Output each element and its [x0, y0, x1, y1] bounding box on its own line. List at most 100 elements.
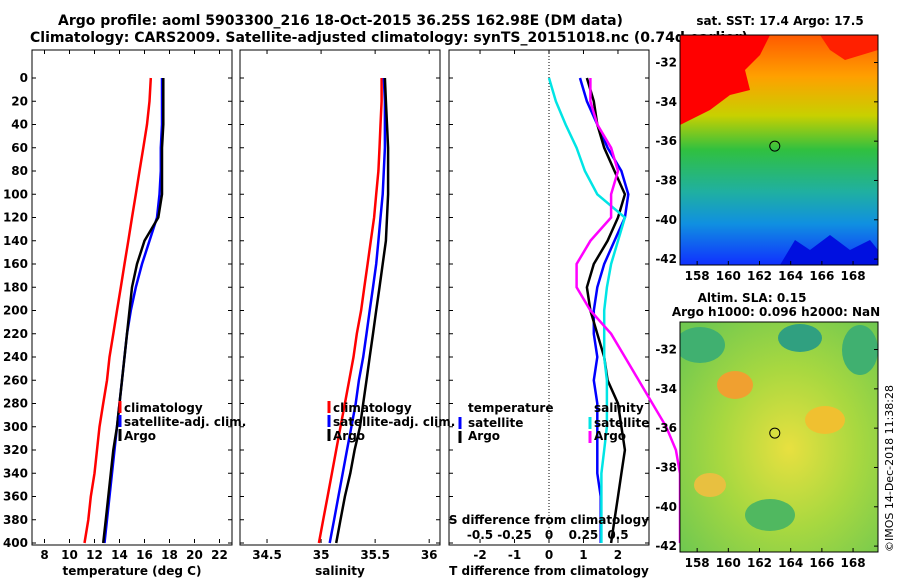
x-tick-label: 22 [211, 548, 228, 562]
depth-tick-label: 180 [3, 280, 28, 294]
x-tick-label: 18 [161, 548, 178, 562]
legend-s-argo-label: Argo [594, 429, 626, 443]
depth-tick-label: 300 [3, 420, 28, 434]
difference-axis-label: T difference from climatology [449, 564, 649, 578]
sla-high-patch [805, 406, 845, 434]
series-line-satellite-adj-clim- [103, 78, 164, 544]
lon-tick-label: 168 [841, 556, 866, 570]
sst-cold-patch [780, 235, 878, 265]
sst-map [680, 35, 878, 265]
figure-title-line2: Climatology: CARS2009. Satellite-adjuste… [30, 30, 748, 46]
x-tick-label: 36 [421, 548, 438, 562]
s-tick-label: -0.25 [497, 528, 532, 542]
depth-tick-label: 320 [3, 443, 28, 457]
lon-tick-label: 164 [778, 556, 803, 570]
x-tick-label: -1 [508, 548, 521, 562]
lat-tick-label: -42 [655, 252, 677, 266]
x-tick-label: 0 [545, 548, 553, 562]
depth-tick-label: 280 [3, 397, 28, 411]
lat-tick-label: -38 [655, 460, 677, 474]
x-tick-label: 35.5 [360, 548, 390, 562]
lon-tick-label: 158 [685, 269, 710, 283]
salinity-chart: 34.5 35 35.5 36 [252, 50, 438, 562]
imos-timestamp: ©IMOS 14-Dec-2018 11:38:28 [883, 385, 896, 552]
sla-low-patch [778, 324, 822, 352]
legend-temperature-heading: temperature [468, 401, 553, 415]
sla-map-axes: 158 160 162 164 166 168 -32 -34 -36 -38 -40 -42 [655, 343, 878, 570]
series-line-argo [101, 78, 165, 544]
lat-tick-label: -36 [655, 134, 677, 148]
lon-tick-label: 166 [809, 269, 834, 283]
temperature-chart: 8 10 12 14 16 18 20 22 [40, 50, 228, 562]
depth-tick-label: 100 [3, 187, 28, 201]
legend-climatology-label: climatology [333, 401, 412, 415]
s-difference-axis-label: S difference from climatology [449, 513, 649, 527]
sla-high-patch [717, 371, 753, 399]
x-tick-label: 8 [40, 548, 48, 562]
lon-tick-label: 158 [685, 556, 710, 570]
sla-low-patch [680, 327, 725, 363]
depth-tick-label: 40 [11, 118, 28, 132]
lon-tick-label: 166 [809, 556, 834, 570]
lon-tick-label: 168 [841, 269, 866, 283]
lon-tick-label: 162 [747, 269, 772, 283]
x-tick-label: 10 [61, 548, 78, 562]
s-tick-label: 0 [545, 528, 553, 542]
sst-argo-location-marker [769, 140, 781, 152]
legend-salinity-heading: salinity [594, 401, 644, 415]
depth-tick-label: 340 [3, 466, 28, 480]
series-line-salinity-argo [575, 78, 682, 543]
depth-tick-label: 80 [11, 164, 28, 178]
lon-tick-label: 160 [716, 556, 741, 570]
sla-map-title-line1: Altim. SLA: 0.15 [698, 291, 807, 305]
lat-tick-label: -40 [655, 213, 677, 227]
s-tick-label: -0.5 [467, 528, 493, 542]
depth-tick-label: 220 [3, 327, 28, 341]
x-tick-label: 34.5 [252, 548, 282, 562]
legend-satellite-label: satellite-adj. clim. [124, 415, 246, 429]
legend-satellite-label: satellite-adj. clim. [333, 415, 455, 429]
x-tick-label: 12 [86, 548, 103, 562]
series-line-salinity-satellite [547, 77, 627, 543]
x-tick-label: 20 [186, 548, 203, 562]
lon-tick-label: 162 [747, 556, 772, 570]
series-line-satellite-adj-clim- [328, 77, 387, 544]
sla-argo-location-marker [769, 427, 781, 439]
sst-map-title: sat. SST: 17.4 Argo: 17.5 [696, 14, 863, 28]
x-tick-label: -2 [473, 548, 486, 562]
sla-low-patch [745, 499, 795, 531]
depth-tick-label: 400 [3, 536, 28, 550]
temperature-panel-frame [31, 49, 233, 546]
lat-tick-label: -36 [655, 421, 677, 435]
x-tick-label: 16 [136, 548, 153, 562]
lon-tick-label: 164 [778, 269, 803, 283]
salinity-legend: climatology satellite-adj. clim. Argo [327, 401, 455, 443]
x-tick-label: 14 [111, 548, 128, 562]
series-line-climatology [317, 78, 383, 544]
depth-tick-label: 160 [3, 257, 28, 271]
legend-t-argo-label: Argo [468, 429, 500, 443]
sst-map-axes: 158 160 162 164 166 168 -32 -34 -36 -38 -40 -42 [655, 56, 878, 283]
depth-tick-label: 200 [3, 304, 28, 318]
series-line-climatology [83, 77, 153, 544]
salinity-panel-frame [239, 49, 441, 546]
depth-tick-label: 380 [3, 513, 28, 527]
depth-axis: 0 20 40 60 80 100 120 140 160 180 200 220 240 260 280 3… [3, 71, 649, 550]
sst-map-frame [679, 34, 879, 266]
legend-argo-label: Argo [124, 429, 156, 443]
depth-tick-label: 360 [3, 490, 28, 504]
lon-tick-label: 160 [716, 269, 741, 283]
x-tick-label: 35 [313, 548, 330, 562]
s-tick-label: 0.25 [569, 528, 599, 542]
sla-map [680, 322, 878, 552]
legend-climatology-label: climatology [124, 401, 203, 415]
lat-tick-label: -38 [655, 173, 677, 187]
lat-tick-label: -40 [655, 500, 677, 514]
lat-tick-label: -34 [655, 382, 677, 396]
lat-tick-label: -42 [655, 539, 677, 553]
sla-low-patch [842, 325, 878, 375]
difference-chart: -2 -1 0 1 2-0.5 -0.25 0 0.25 0.5 [467, 50, 682, 562]
legend-argo-label: Argo [333, 429, 365, 443]
lat-tick-label: -32 [655, 343, 677, 357]
